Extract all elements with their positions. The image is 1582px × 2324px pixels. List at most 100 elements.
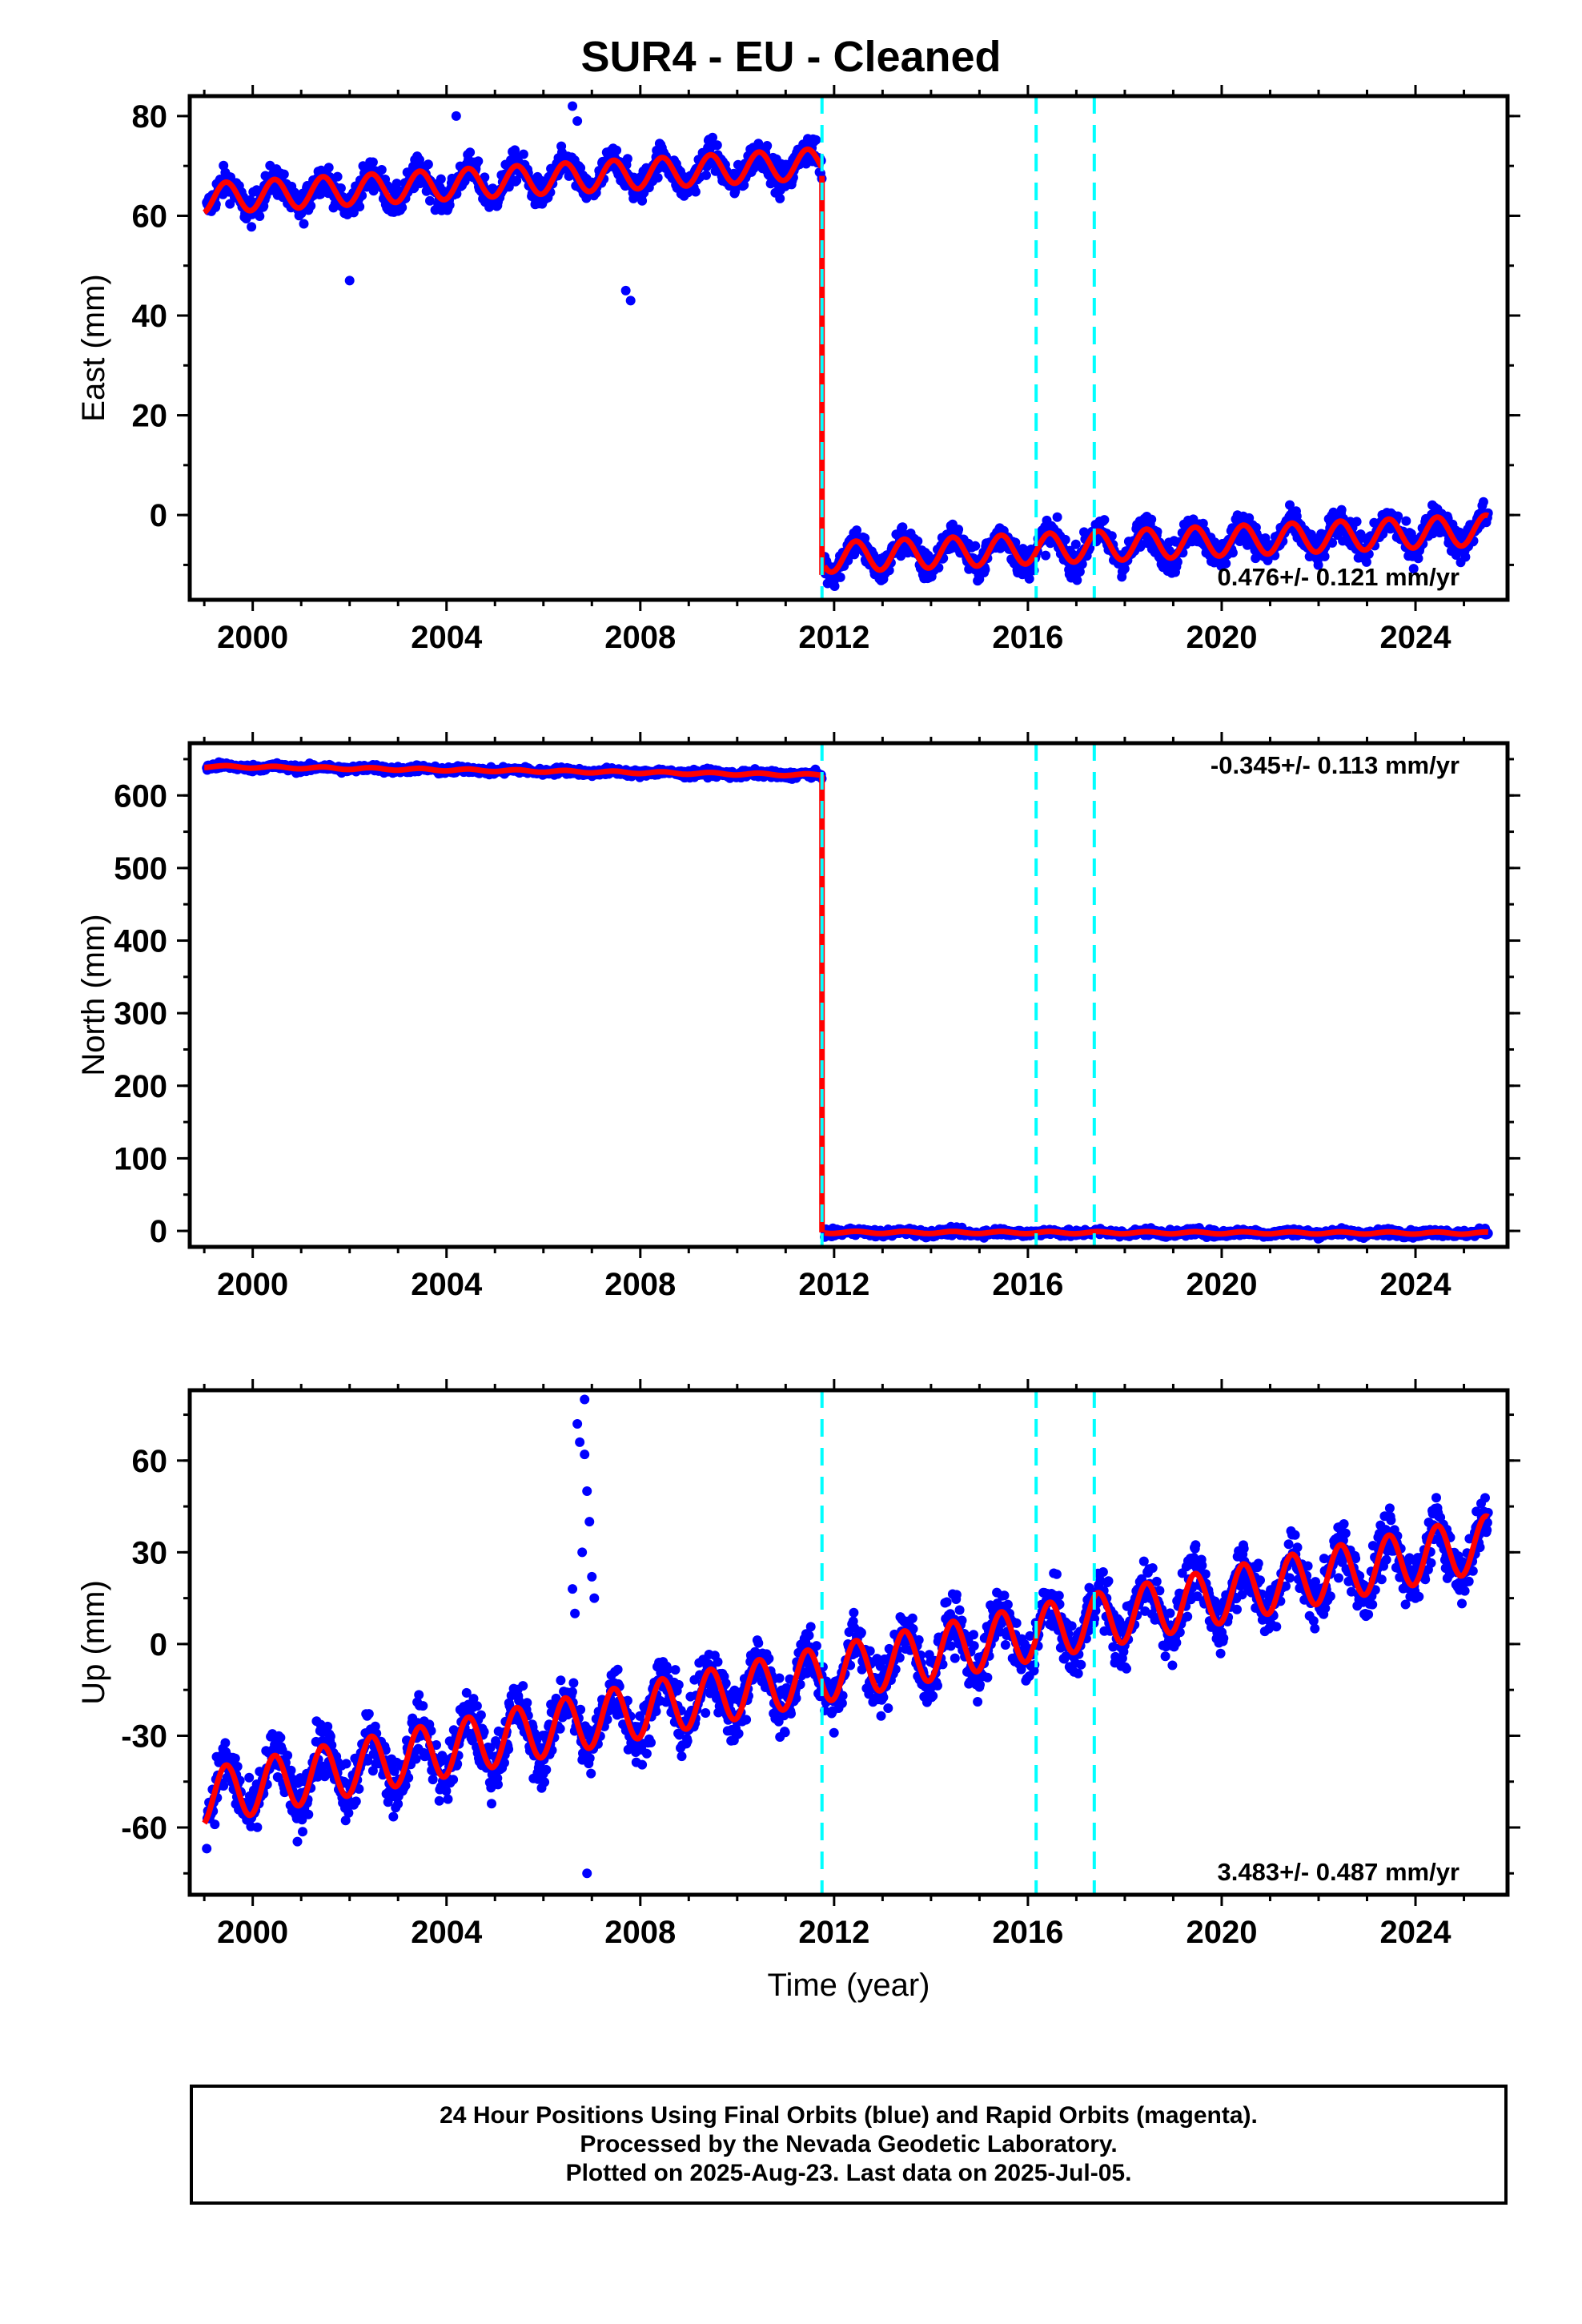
north-rate-label: -0.345+/- 0.113 mm/yr: [1211, 751, 1460, 779]
east-data-point: [1393, 511, 1403, 521]
east-data-point: [247, 222, 257, 232]
north-panel: 2000 2004 2008 2012 2016 2020 2024010020030040…: [76, 732, 1520, 1302]
east-data-point: [367, 157, 378, 167]
east-data-point: [860, 533, 870, 543]
east-outlier-point: [572, 116, 583, 127]
east-data-point: [1119, 564, 1130, 574]
east-data-point: [1351, 517, 1362, 527]
east-data-point: [1460, 552, 1471, 562]
east-outlier-point: [625, 296, 636, 306]
chart-title: SUR4 - EU - Cleaned: [580, 33, 1002, 81]
north-x-tick-label: 2000: [217, 1267, 288, 1302]
up-data-point: [303, 1809, 314, 1819]
east-data-point: [1070, 539, 1081, 549]
north-y-tick-label: 200: [114, 1069, 167, 1104]
up-data-point: [298, 1827, 307, 1837]
east-data-points: [202, 101, 1493, 591]
east-y-tick-label: 20: [132, 399, 168, 434]
east-data-point: [397, 203, 408, 213]
north-y-tick-label: 600: [114, 778, 167, 814]
east-frame: [187, 94, 1510, 602]
east-data-point: [637, 195, 648, 206]
east-data-point: [306, 201, 316, 211]
north-x-tick-label: 2008: [604, 1267, 676, 1302]
up-data-point: [341, 1759, 351, 1769]
up-data-point: [286, 1765, 296, 1775]
east-data-point: [444, 200, 455, 210]
east-data-point: [701, 170, 711, 180]
up-data-point: [388, 1811, 399, 1822]
north-x-tick-label: 2004: [411, 1267, 483, 1302]
up-plot-area: [202, 1390, 1493, 1895]
east-data-point: [652, 172, 663, 183]
east-data-point: [1327, 537, 1338, 548]
east-data-point: [473, 156, 484, 167]
north-y-tick-label: 100: [114, 1141, 167, 1176]
east-data-point: [1413, 553, 1423, 564]
east-data-point: [1041, 550, 1051, 561]
east-y-axis-label: East (mm): [76, 274, 111, 421]
up-data-point: [363, 1709, 374, 1719]
east-data-point: [762, 141, 773, 151]
up-data-point: [220, 1738, 231, 1748]
east-data-point: [1198, 518, 1208, 529]
east-data-point: [1313, 560, 1323, 570]
east-y-tick-label: 0: [150, 498, 167, 533]
east-outlier-point: [568, 101, 578, 111]
up-data-point: [283, 1751, 293, 1760]
east-data-point: [712, 140, 722, 151]
up-data-point: [244, 1772, 255, 1783]
east-data-point: [1024, 573, 1034, 584]
east-data-point: [835, 572, 845, 582]
up-data-points: [202, 1394, 1493, 1879]
east-data-point: [425, 195, 435, 206]
north-model-fit-line: [204, 762, 1489, 1237]
east-data-point: [348, 207, 359, 218]
up-panel: 2000 2004 2008 2012 2016 2020 2024-60-3003060U…: [76, 1379, 1520, 2003]
north-y-axis-label: North (mm): [76, 914, 111, 1076]
up-data-point: [202, 1844, 212, 1854]
east-data-point: [504, 182, 514, 192]
east-data-point: [775, 193, 785, 203]
east-data-point: [436, 174, 446, 184]
east-data-point: [622, 154, 632, 164]
east-x-tick-label: 2020: [1186, 620, 1257, 655]
east-x-tick-label: 2000: [217, 620, 288, 655]
east-data-point: [954, 525, 964, 535]
east-data-point: [1478, 497, 1488, 507]
north-y-tick-label: 0: [150, 1214, 167, 1249]
up-data-point: [292, 1836, 303, 1847]
up-data-point: [252, 1822, 263, 1832]
north-y-tick-label: 400: [114, 924, 167, 959]
north-plot-area: [202, 743, 1493, 1247]
north-x-tick-label: 2020: [1186, 1267, 1257, 1302]
east-data-point: [423, 159, 433, 170]
east-data-point: [518, 149, 528, 159]
east-data-point: [332, 171, 343, 182]
east-data-point: [612, 145, 622, 155]
up-data-point: [351, 1796, 361, 1807]
up-data-point: [210, 1819, 220, 1830]
east-data-point: [1361, 557, 1371, 567]
east-outlier-point: [451, 111, 461, 121]
east-data-point: [512, 175, 522, 186]
north-frame: [187, 741, 1510, 1249]
east-data-point: [829, 581, 840, 591]
east-data-point: [376, 165, 387, 175]
east-data-point: [480, 172, 490, 183]
east-data-point: [1408, 564, 1419, 574]
east-data-point: [323, 163, 334, 173]
north-x-tick-label: 2012: [798, 1267, 869, 1302]
east-plot-area: [202, 96, 1493, 600]
east-data-point: [1146, 514, 1157, 525]
east-x-tick-label: 2012: [798, 620, 869, 655]
east-data-point: [255, 211, 265, 221]
east-data-point: [391, 179, 402, 189]
east-data-point: [1106, 531, 1117, 541]
east-data-point: [1401, 516, 1411, 526]
east-y-tick-label: 60: [132, 199, 168, 234]
north-y-tick-label: 500: [114, 851, 167, 887]
east-data-point: [1099, 515, 1110, 525]
east-data-point: [1260, 533, 1271, 543]
